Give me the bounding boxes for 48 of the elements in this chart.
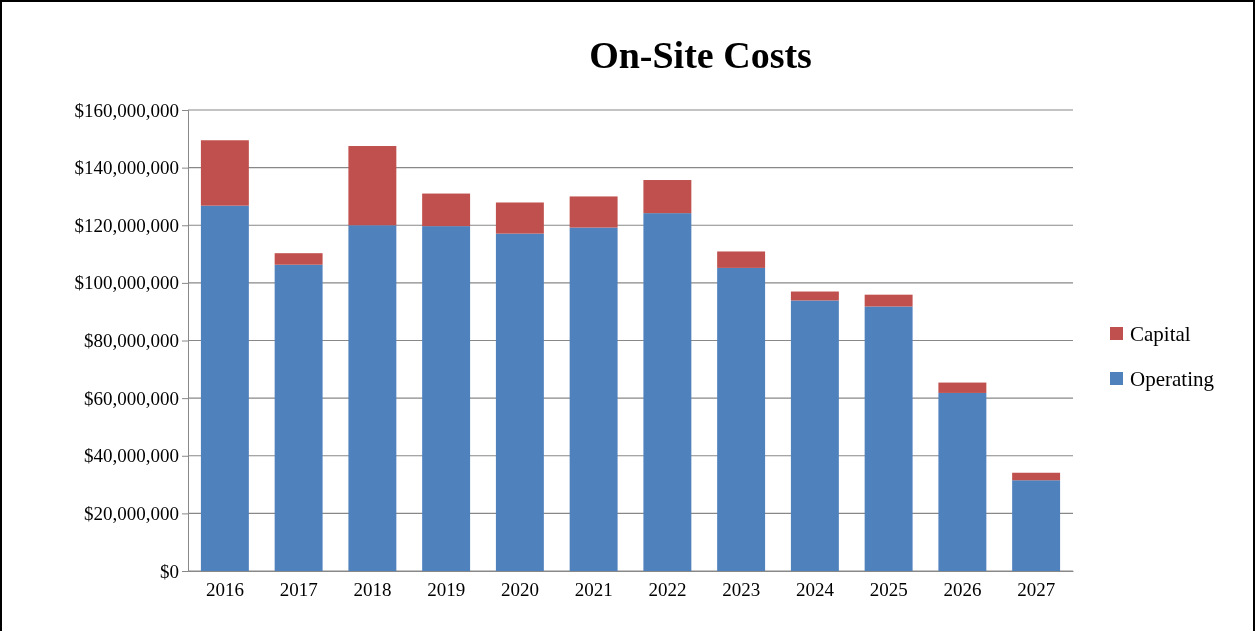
bar <box>790 300 839 571</box>
bar <box>569 227 618 571</box>
x-tick-label: 2021 <box>574 579 613 601</box>
bar <box>422 226 471 571</box>
y-tick-label: $140,000,000 <box>74 157 179 179</box>
x-tick-label: 2017 <box>279 579 318 601</box>
chart-title: On-Site Costs <box>589 34 812 76</box>
bar <box>938 382 987 393</box>
bar <box>643 213 692 571</box>
bar <box>790 291 839 301</box>
x-tick-label: 2018 <box>353 579 392 601</box>
y-tick-label: $100,000,000 <box>74 272 179 294</box>
y-tick-label: $0 <box>160 560 179 582</box>
legend-label: Capital <box>1130 322 1191 346</box>
bar <box>495 202 544 234</box>
x-tick-label: 2019 <box>427 579 466 601</box>
y-tick-label: $40,000,000 <box>84 445 179 467</box>
bar <box>200 140 249 206</box>
bar <box>938 392 987 571</box>
bar <box>348 146 397 226</box>
bar <box>643 180 692 214</box>
bar <box>717 267 766 571</box>
y-tick-label: $80,000,000 <box>84 330 179 352</box>
bar <box>1012 472 1061 481</box>
x-tick-label: 2020 <box>500 579 539 601</box>
bar <box>569 196 618 228</box>
x-tick-label: 2016 <box>205 579 244 601</box>
y-tick-label: $120,000,000 <box>74 214 179 236</box>
y-tick-label: $60,000,000 <box>84 387 179 409</box>
bar <box>274 264 323 571</box>
x-tick-label: 2025 <box>869 579 908 601</box>
x-tick-label: 2026 <box>943 579 982 601</box>
x-tick-label: 2023 <box>722 579 761 601</box>
bar <box>422 193 471 227</box>
legend-label: Operating <box>1130 367 1215 391</box>
bar <box>864 306 913 571</box>
bar <box>1012 480 1061 571</box>
bar <box>348 225 397 571</box>
y-tick-label: $160,000,000 <box>74 99 179 121</box>
bar <box>495 233 544 571</box>
bar <box>200 205 249 571</box>
x-tick-label: 2022 <box>648 579 687 601</box>
bar <box>274 253 323 265</box>
bar <box>864 294 913 307</box>
x-tick-label: 2027 <box>1017 579 1056 601</box>
bar <box>717 251 766 268</box>
y-tick-label: $20,000,000 <box>84 502 179 524</box>
x-tick-label: 2024 <box>795 579 835 601</box>
